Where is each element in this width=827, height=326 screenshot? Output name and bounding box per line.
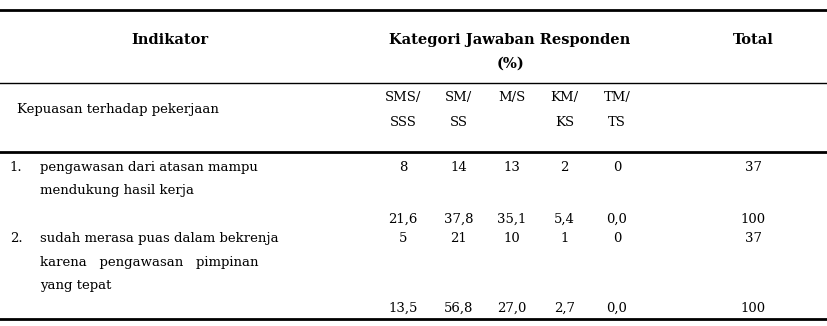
Text: 2,7: 2,7 <box>553 302 575 315</box>
Text: 1: 1 <box>560 232 568 245</box>
Text: 35,1: 35,1 <box>496 213 526 226</box>
Text: M/S: M/S <box>498 91 524 104</box>
Text: 100: 100 <box>740 302 765 315</box>
Text: 100: 100 <box>740 213 765 226</box>
Text: SS: SS <box>449 116 467 129</box>
Text: 37: 37 <box>744 232 761 245</box>
Text: 56,8: 56,8 <box>443 302 473 315</box>
Text: (%): (%) <box>495 57 523 71</box>
Text: 5: 5 <box>399 232 407 245</box>
Text: 0: 0 <box>612 161 620 174</box>
Text: Indikator: Indikator <box>131 33 208 47</box>
Text: TS: TS <box>607 116 625 129</box>
Text: SSS: SSS <box>390 116 416 129</box>
Text: 2.: 2. <box>10 232 22 245</box>
Text: 27,0: 27,0 <box>496 302 526 315</box>
Text: Total: Total <box>732 33 773 47</box>
Text: mendukung hasil kerja: mendukung hasil kerja <box>40 184 194 197</box>
Text: TM/: TM/ <box>603 91 629 104</box>
Text: 21,6: 21,6 <box>388 213 418 226</box>
Text: SMS/: SMS/ <box>385 91 421 104</box>
Text: karena   pengawasan   pimpinan: karena pengawasan pimpinan <box>40 256 258 269</box>
Text: 0,0: 0,0 <box>605 213 627 226</box>
Text: 8: 8 <box>399 161 407 174</box>
Text: KM/: KM/ <box>550 91 578 104</box>
Text: 13,5: 13,5 <box>388 302 418 315</box>
Text: 2: 2 <box>560 161 568 174</box>
Text: 21: 21 <box>450 232 466 245</box>
Text: 10: 10 <box>503 232 519 245</box>
Text: SM/: SM/ <box>445 91 471 104</box>
Text: yang tepat: yang tepat <box>40 279 111 292</box>
Text: Kepuasan terhadap pekerjaan: Kepuasan terhadap pekerjaan <box>17 103 218 116</box>
Text: 13: 13 <box>503 161 519 174</box>
Text: 37: 37 <box>744 161 761 174</box>
Text: Kategori Jawaban Responden: Kategori Jawaban Responden <box>389 33 630 47</box>
Text: pengawasan dari atasan mampu: pengawasan dari atasan mampu <box>40 161 257 174</box>
Text: 14: 14 <box>450 161 466 174</box>
Text: sudah merasa puas dalam bekrenja: sudah merasa puas dalam bekrenja <box>40 232 278 245</box>
Text: 5,4: 5,4 <box>553 213 575 226</box>
Text: 37,8: 37,8 <box>443 213 473 226</box>
Text: 0,0: 0,0 <box>605 302 627 315</box>
Text: 1.: 1. <box>10 161 22 174</box>
Text: KS: KS <box>554 116 574 129</box>
Text: 0: 0 <box>612 232 620 245</box>
